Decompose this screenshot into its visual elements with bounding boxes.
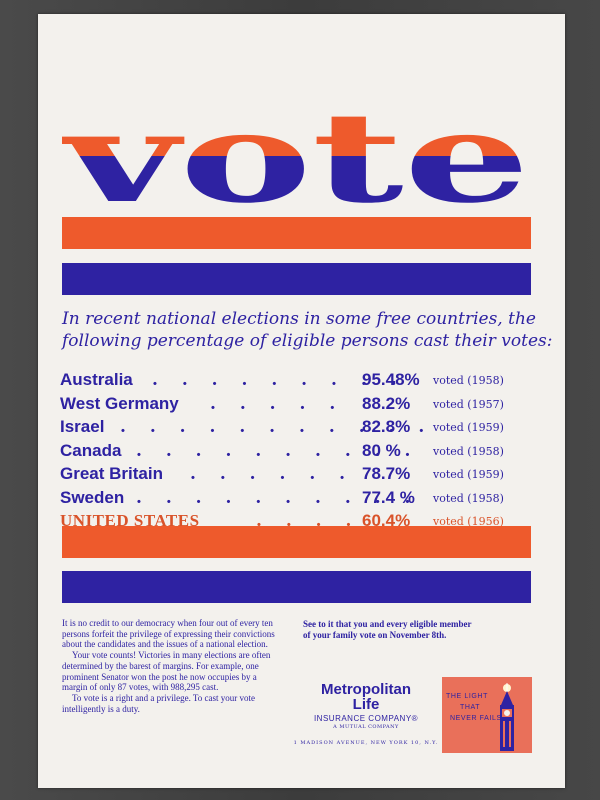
table-row: Canada . . . . . . . . . . 80 % voted (1… <box>60 441 540 465</box>
intro-line-2: following percentage of eligible persons… <box>62 331 553 351</box>
leader-dots: . . . . . <box>210 393 345 414</box>
turnout-percent: 77.4 % <box>362 487 415 507</box>
intro-line-1: In recent national elections in some fre… <box>62 309 536 329</box>
leader-dots: . . . . . . . . . . <box>136 440 420 461</box>
voted-year: voted (1959) <box>433 421 504 434</box>
logo-box: THE LIGHT THAT NEVER FAILS <box>442 677 532 753</box>
brand-address: 1 MADISON AVENUE, NEW YORK 10, N.Y. <box>293 740 439 746</box>
slogan-line-2: THAT <box>460 704 481 711</box>
table-row: Australia . . . . . . . . . 95.48% voted… <box>60 370 540 394</box>
tower-icon <box>500 683 514 751</box>
slogan-line-3: NEVER FAILS <box>450 715 502 722</box>
country-name: Canada <box>60 440 122 460</box>
turnout-percent: 60.4% <box>362 511 411 530</box>
country-name: Israel <box>60 417 105 436</box>
orange-stripe-top <box>62 217 531 249</box>
country-name: Great Britain <box>60 464 163 483</box>
vote-headline: vote vote <box>62 108 532 206</box>
voted-year: voted (1956) <box>433 515 504 528</box>
voted-year: voted (1959) <box>433 468 504 481</box>
country-name: UNITED STATES <box>60 511 200 530</box>
voted-year: voted (1957) <box>433 397 504 411</box>
ad-page: vote vote In recent national elections i… <box>38 14 565 788</box>
turnout-percent: 78.7% <box>362 464 411 483</box>
leader-dots: . . . . . . . . . <box>152 370 406 390</box>
brand-name-line-2: Life <box>352 696 380 713</box>
turnout-percent: 80 % <box>362 440 401 460</box>
orange-stripe-bottom <box>62 526 531 558</box>
table-row: West Germany . . . . . 88.2% voted (1957… <box>60 394 540 418</box>
body-paragraph-1: It is no credit to our democracy when fo… <box>62 618 275 650</box>
voted-year: voted (1958) <box>433 374 504 387</box>
brand-block: Metropolitan Life INSURANCE COMPANY® A M… <box>288 682 444 746</box>
body-paragraph-2: Your vote counts! Victories in many elec… <box>62 650 271 693</box>
turnout-percent: 95.48% <box>362 370 420 389</box>
table-row: Great Britain . . . . . . 78.7% voted (1… <box>60 464 540 488</box>
voted-year: voted (1958) <box>433 444 504 458</box>
brand-subtitle: INSURANCE COMPANY® <box>313 714 419 723</box>
blue-stripe-top <box>62 263 531 295</box>
voted-year: voted (1958) <box>433 491 504 505</box>
table-row: Israel . . . . . . . . . . . 82.8% voted… <box>60 417 540 441</box>
country-name: Sweden <box>60 487 125 507</box>
country-name: West Germany <box>60 393 179 413</box>
logo-slogan: THE LIGHT THAT NEVER FAILS <box>446 691 506 724</box>
brand-name-line-1: Metropolitan <box>321 681 411 698</box>
turnout-table: Australia . . . . . . . . . 95.48% voted… <box>60 370 540 535</box>
blue-stripe-bottom <box>62 571 531 603</box>
brand-mutual: A MUTUAL COMPANY <box>333 724 399 730</box>
body-paragraph-3: To vote is a right and a privilege. To c… <box>62 692 256 714</box>
turnout-percent: 82.8% <box>362 417 411 436</box>
table-row: Sweden . . . . . . . . . . 77.4 % voted … <box>60 488 540 512</box>
turnout-percent: 88.2% <box>362 393 411 413</box>
country-name: Australia <box>60 370 133 389</box>
vote-word-top: vote <box>62 108 530 206</box>
slogan-line-1: THE LIGHT <box>446 693 488 700</box>
vote-word-bottom: vote <box>62 108 530 206</box>
leader-dots: . . . . . . . . . . . <box>120 417 434 437</box>
leader-dots: . . . . . . . . . . <box>136 487 420 508</box>
call-to-action: See to it that you and every eligible me… <box>303 619 472 640</box>
intro-text: In recent national elections in some fre… <box>62 308 553 352</box>
body-copy: It is no credit to our democracy when fo… <box>62 618 284 714</box>
leader-dots: . . . . . . <box>190 464 355 484</box>
